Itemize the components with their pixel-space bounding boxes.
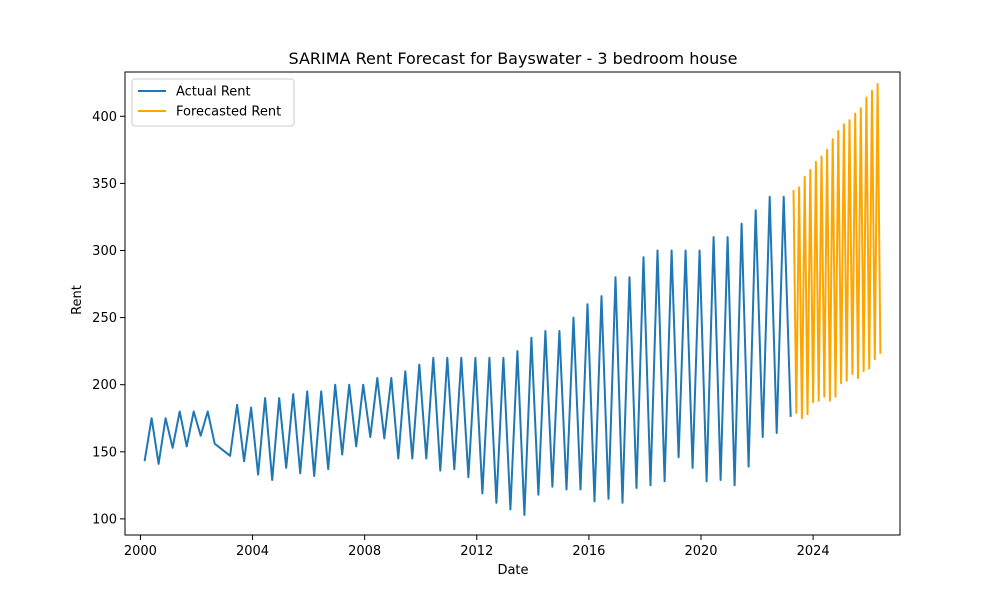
legend-label: Forecasted Rent	[176, 105, 281, 120]
y-tick-label: 250	[92, 311, 117, 326]
x-axis-label: Date	[497, 563, 528, 578]
x-tick-label: 2000	[124, 544, 157, 559]
series-line-1	[143, 195, 792, 516]
legend-label: Actual Rent	[176, 85, 251, 100]
x-tick-label: 2008	[348, 544, 381, 559]
y-tick-label: 200	[92, 378, 117, 393]
y-tick-label: 100	[92, 512, 117, 527]
x-tick-label: 2024	[797, 544, 830, 559]
x-axis: 2000 2004 2008 2012 2016 2020 2024	[124, 535, 830, 559]
x-tick-label: 2004	[236, 544, 269, 559]
y-tick-label: 400	[92, 110, 117, 125]
legend: Actual Rent Forecasted Rent	[131, 78, 295, 127]
chart-title: SARIMA Rent Forecast for Bayswater - 3 b…	[289, 49, 738, 68]
plot-frame	[124, 71, 901, 536]
x-tick-label: 2020	[684, 544, 717, 559]
plot-area	[124, 71, 901, 536]
legend-box	[131, 78, 295, 127]
y-tick-label: 350	[92, 177, 117, 192]
y-tick-label: 300	[92, 244, 117, 259]
y-axis-label: Rent	[70, 285, 85, 315]
y-axis: 100 150 200 250 300 350 400	[92, 110, 125, 527]
y-tick-label: 150	[92, 445, 117, 460]
x-tick-label: 2012	[460, 544, 493, 559]
x-tick-label: 2016	[572, 544, 605, 559]
series-line-2	[792, 83, 882, 420]
